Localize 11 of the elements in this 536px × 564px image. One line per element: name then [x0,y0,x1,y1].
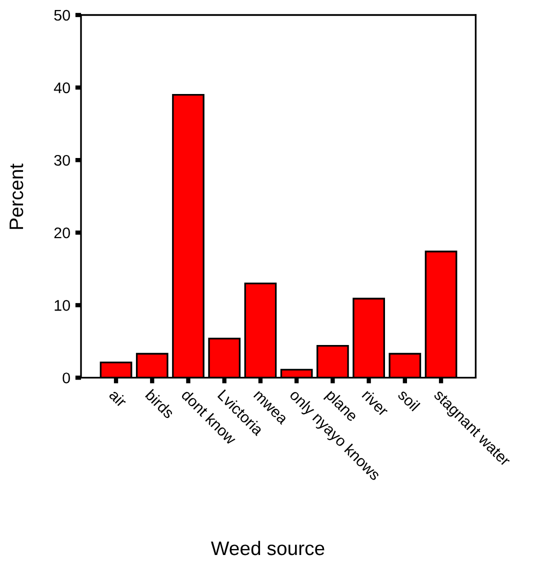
y-tick-label: 30 [54,154,70,166]
y-axis-title: Percent [10,164,24,229]
x-tick-label: soil [397,388,420,412]
x-tick-label: air [108,388,128,408]
y-tick-label: 0 [62,372,70,384]
y-tick-label: 10 [54,300,70,311]
x-axis-title: Weed source [210,540,324,556]
y-tick-label: 20 [54,227,70,238]
y-tick-label: 50 [54,10,70,21]
x-tick-label: river [362,388,390,417]
y-tick-label: 40 [54,82,70,94]
